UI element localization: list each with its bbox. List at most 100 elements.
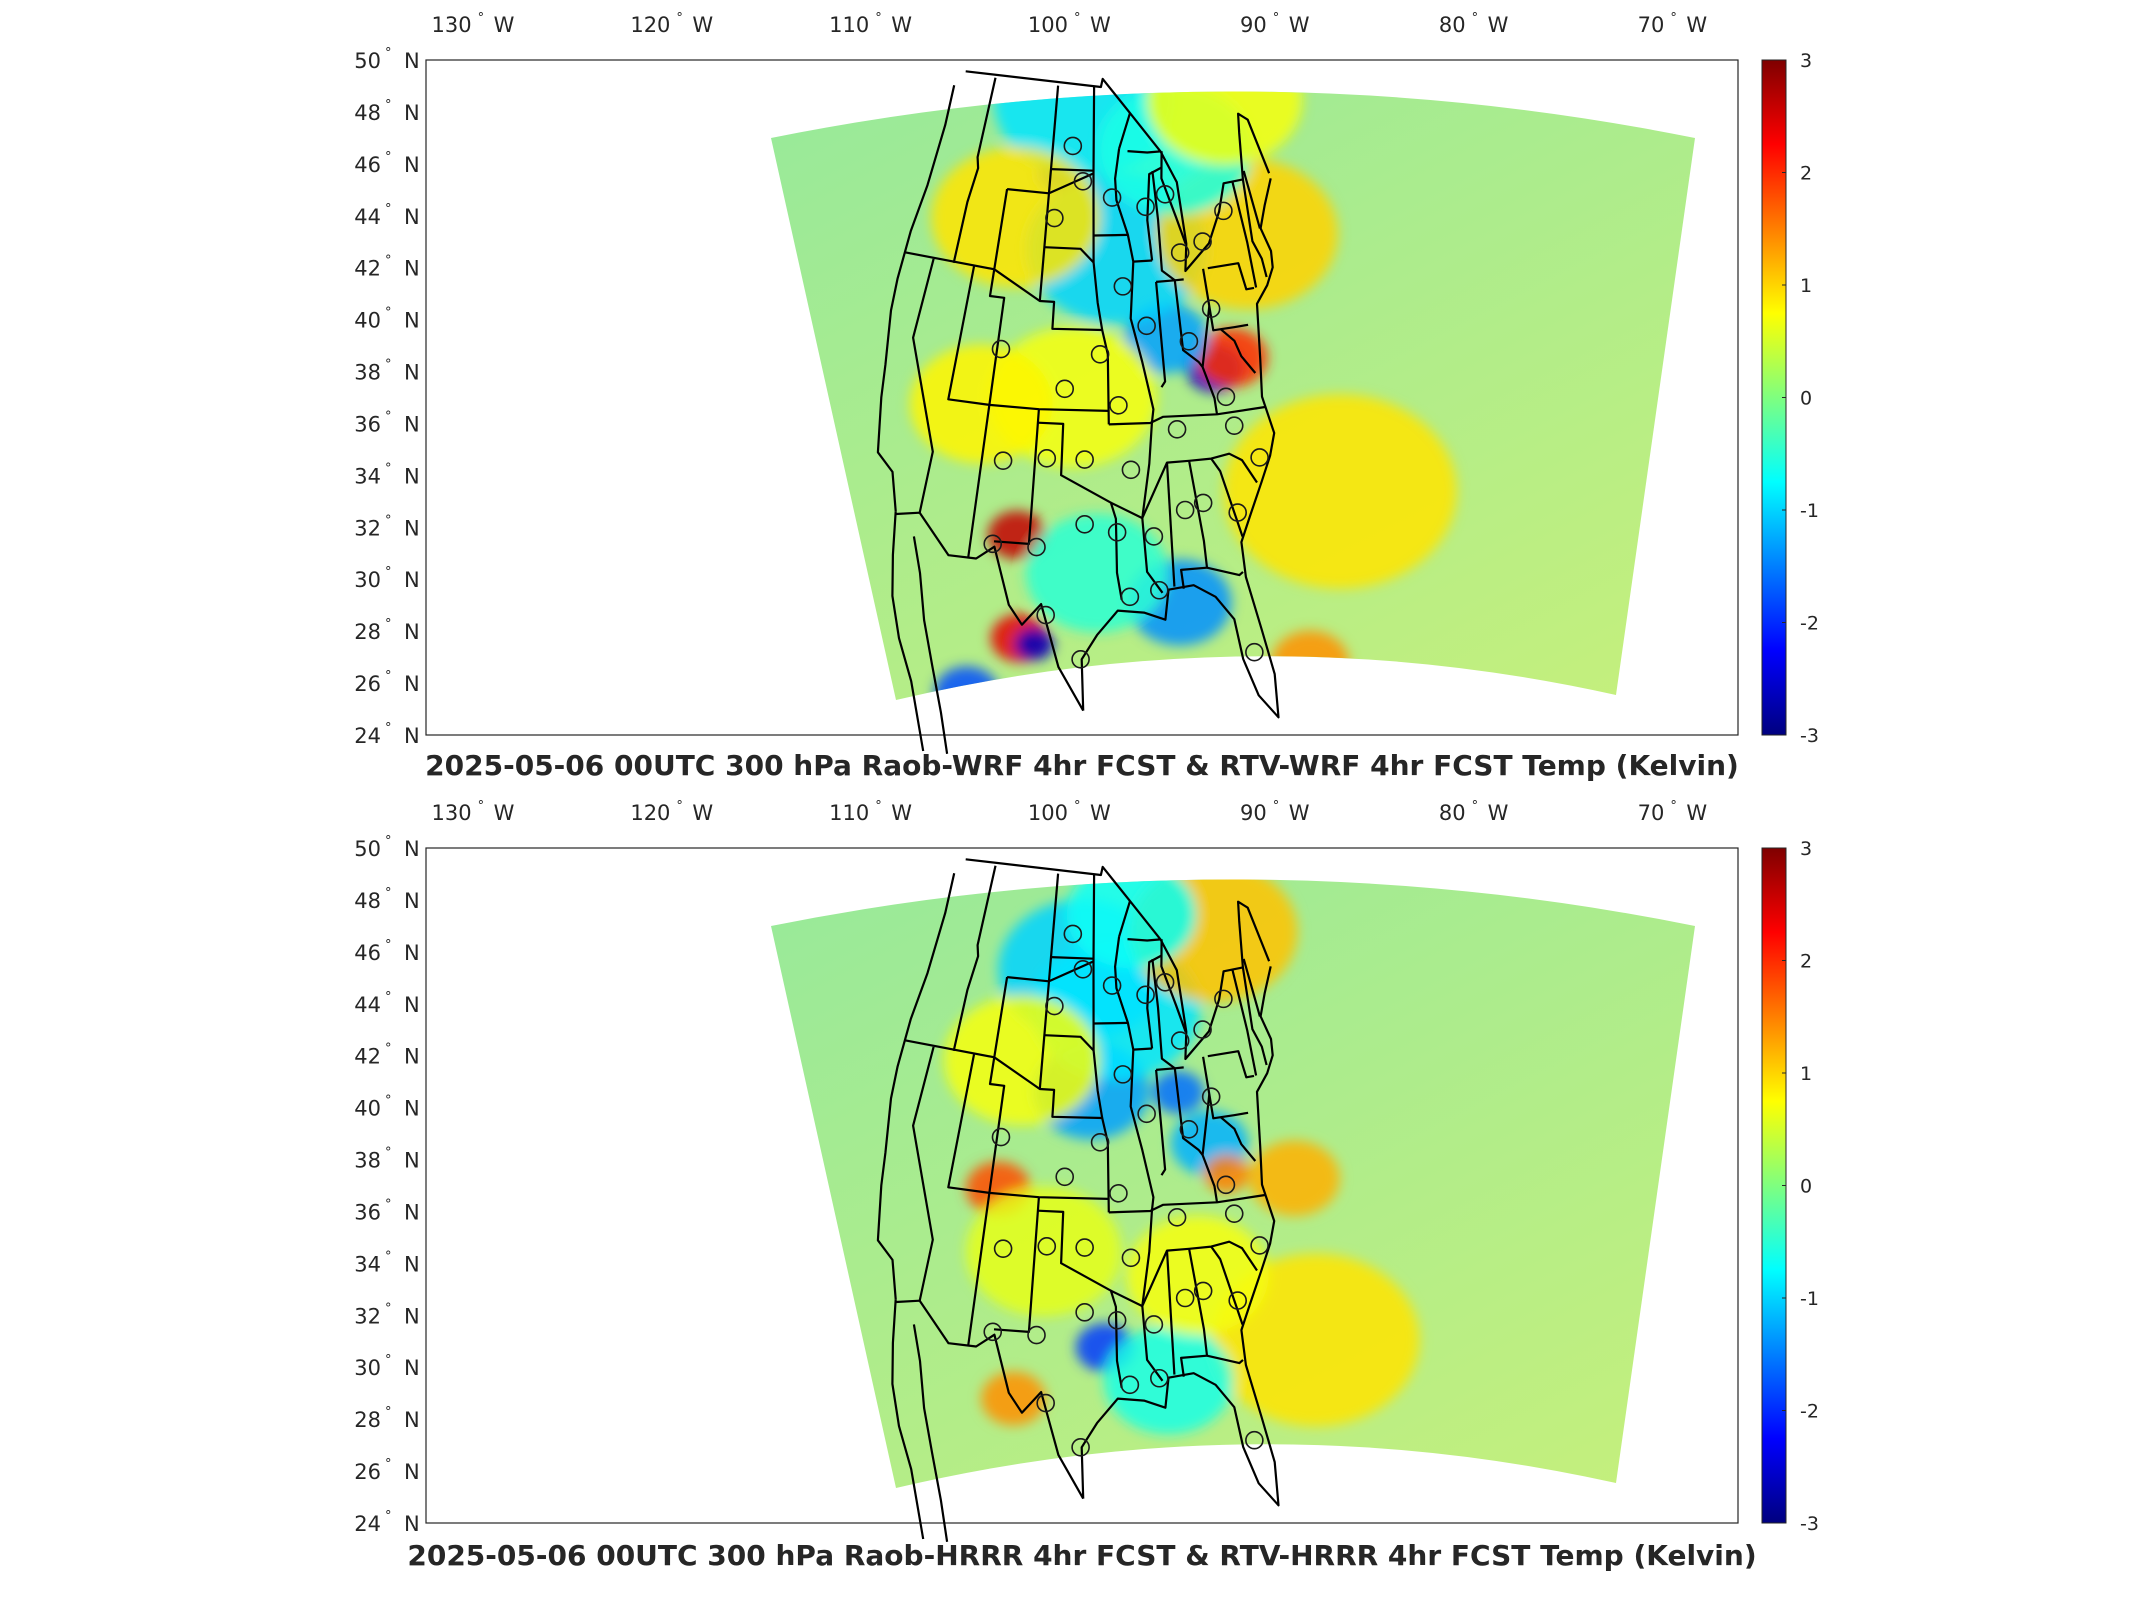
- degree-symbol: °: [1074, 11, 1081, 26]
- tick-direction: N: [404, 516, 420, 540]
- tick-direction: W: [692, 13, 713, 37]
- station-marker: [1063, 136, 1083, 156]
- degree-symbol: °: [385, 461, 392, 476]
- boundary-line: [1044, 1034, 1095, 1052]
- tick-direction: W: [1090, 801, 1111, 825]
- station-marker: [1179, 332, 1199, 351]
- boundary-line: [1006, 960, 1094, 983]
- boundary-line: [1108, 405, 1267, 426]
- station-marker: [1045, 208, 1064, 228]
- tick-value: 50: [354, 49, 381, 73]
- boundary-line: [1207, 1050, 1255, 1079]
- boundary-line: [1080, 966, 1280, 1507]
- station-marker: [1245, 642, 1264, 662]
- boundary-line: [895, 1299, 1085, 1500]
- station-marker: [1075, 1303, 1094, 1322]
- station-marker: [1193, 1020, 1212, 1039]
- boundary-line: [952, 865, 997, 1052]
- degree-symbol: °: [1074, 799, 1081, 814]
- degree-symbol: °: [385, 202, 392, 217]
- boundary-line: [1151, 170, 1176, 282]
- degree-symbol: °: [385, 617, 392, 632]
- latitude-tick-label: 28 ° N: [354, 1405, 419, 1432]
- latitude-tick-label: 48 ° N: [354, 886, 419, 913]
- boundary-line: [1118, 112, 1132, 150]
- tick-direction: N: [404, 361, 420, 385]
- station-marker: [1144, 527, 1164, 546]
- field-anomaly: [1223, 394, 1457, 589]
- station-marker: [1113, 277, 1133, 296]
- longitude-tick-label: 120 ° W: [630, 799, 713, 825]
- longitude-tick-label: 80 ° W: [1439, 11, 1509, 37]
- boundary-line: [1155, 1069, 1167, 1176]
- degree-symbol: °: [1472, 11, 1479, 26]
- station-marker: [1228, 503, 1247, 522]
- latitude-tick-label: 34 ° N: [354, 461, 419, 488]
- degree-symbol: °: [385, 409, 392, 424]
- boundary-line: [911, 1046, 935, 1301]
- tick-value: 110: [829, 13, 869, 37]
- tick-value: 70: [1638, 13, 1665, 37]
- tick-value: 36: [354, 412, 381, 436]
- tick-direction: W: [494, 13, 515, 37]
- field-anomaly: [1196, 327, 1268, 388]
- tick-direction: W: [891, 801, 912, 825]
- degree-symbol: °: [385, 1094, 392, 1109]
- tick-value: 28: [354, 1408, 381, 1432]
- field-anomaly: [1015, 628, 1054, 661]
- field-anomaly: [931, 147, 1100, 288]
- field-anomaly: [966, 1186, 1122, 1317]
- station-marker: [1120, 587, 1140, 607]
- degree-symbol: °: [385, 834, 392, 849]
- tick-value: 28: [354, 620, 381, 644]
- latitude-tick-label: 40 ° N: [354, 306, 419, 333]
- tick-direction: N: [404, 101, 420, 125]
- station-marker: [993, 451, 1013, 470]
- station-marker: [1250, 1236, 1269, 1255]
- degree-symbol: °: [385, 1146, 392, 1161]
- station-marker: [1193, 1281, 1213, 1301]
- longitude-tick-labels: 130 ° W 120 ° W 110 ° W 100 ° W 90 ° W 80 ° W 70 ° W: [432, 11, 1708, 37]
- tick-direction: N: [404, 568, 420, 592]
- station-marker: [1071, 649, 1090, 669]
- station-marker: [1075, 1238, 1094, 1257]
- longitude-tick-label: 130 ° W: [432, 799, 515, 825]
- degree-symbol: °: [385, 254, 392, 269]
- degree-symbol: °: [385, 1405, 392, 1420]
- latitude-tick-label: 42 ° N: [354, 254, 419, 281]
- colorbar-tick-label: -3: [1800, 725, 1819, 747]
- degree-symbol: °: [385, 1197, 392, 1212]
- panel-title: 2025-05-06 00UTC 300 hPa Raob-WRF 4hr FC…: [425, 749, 1739, 782]
- boundary-line: [1160, 151, 1187, 245]
- tick-direction: N: [404, 889, 420, 913]
- map-panel-bottom: 130 ° W 120 ° W 110 ° W 100 ° W 90 ° W 80 ° W 70 ° W 50 ° N48 °…: [354, 799, 1819, 1572]
- tick-value: 48: [354, 889, 381, 913]
- tick-value: 130: [432, 801, 472, 825]
- degree-symbol: °: [676, 11, 683, 26]
- station-marker: [1245, 1430, 1264, 1450]
- boundary-line: [1080, 178, 1280, 719]
- latitude-tick-label: 44 ° N: [354, 202, 419, 229]
- tick-direction: N: [404, 1356, 420, 1380]
- tick-direction: N: [404, 724, 420, 748]
- boundary-line: [952, 77, 997, 264]
- station-marker: [1121, 460, 1141, 480]
- colorbar-tick-label: 0: [1800, 388, 1812, 410]
- state-borders: [876, 858, 1280, 1542]
- station-marker: [1120, 1375, 1140, 1395]
- longitude-tick-label: 100 ° W: [1028, 11, 1111, 37]
- boundary-line: [1146, 954, 1162, 1049]
- boundary-line: [876, 873, 956, 1300]
- boundary-line: [891, 511, 925, 752]
- tick-direction: N: [404, 1304, 420, 1328]
- degree-symbol: °: [385, 1509, 392, 1524]
- station-marker: [1037, 1237, 1057, 1256]
- tick-value: 120: [630, 13, 670, 37]
- station-marker: [1216, 1175, 1236, 1195]
- station-marker: [1075, 450, 1094, 469]
- latitude-tick-label: 36 ° N: [354, 1197, 419, 1224]
- tick-value: 50: [354, 837, 381, 861]
- station-marker: [1073, 960, 1093, 979]
- boundary-line: [1133, 259, 1153, 263]
